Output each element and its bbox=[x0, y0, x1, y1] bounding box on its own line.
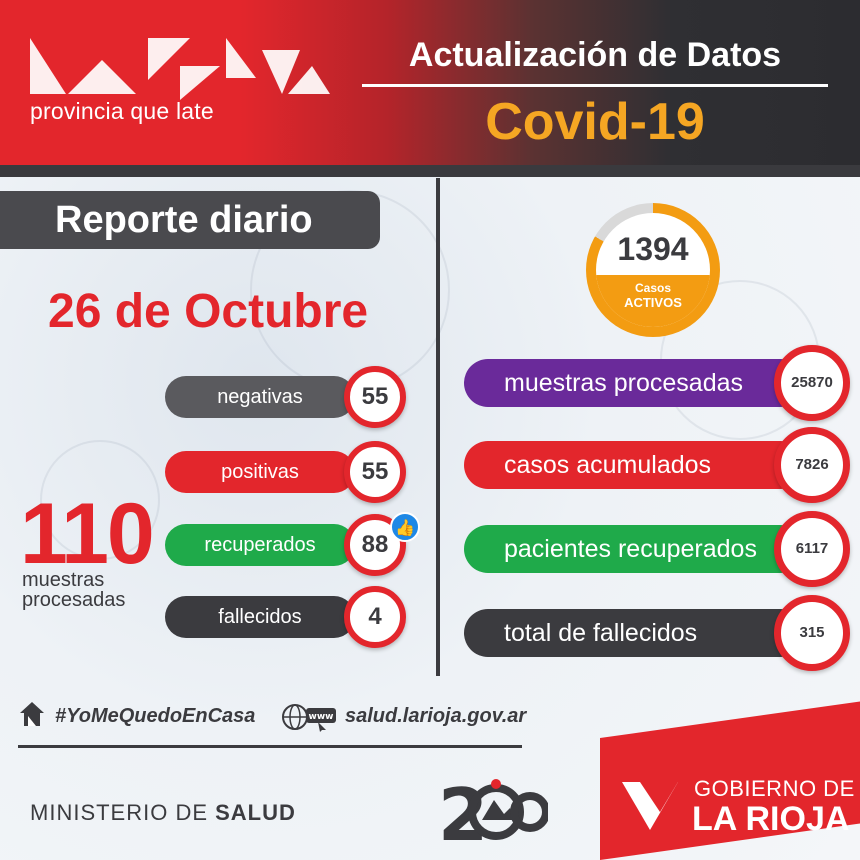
stat-value-recuperados: 88 bbox=[344, 514, 406, 576]
title-underline bbox=[362, 84, 828, 87]
total-value-fallecidos: 315 bbox=[774, 595, 850, 671]
daily-samples-label: muestras procesadas bbox=[22, 570, 125, 610]
active-cases-label-line2: ACTIVOS bbox=[624, 295, 682, 310]
www-icon-label: www bbox=[309, 712, 334, 722]
government-label-line1: GOBIERNO DE bbox=[694, 776, 855, 801]
la-rioja-logo-icon bbox=[30, 38, 330, 100]
anniversary-emblem-icon: 2 bbox=[438, 773, 548, 850]
stat-pill-fallecidos: fallecidos bbox=[165, 596, 355, 638]
home-icon bbox=[20, 702, 44, 726]
ministry-name: SALUD bbox=[215, 800, 296, 825]
globe-www-icon: www bbox=[282, 704, 336, 732]
government-label-line2: LA RIOJA bbox=[692, 800, 850, 838]
stat-pill-negativas: negativas bbox=[165, 376, 355, 418]
total-pill-casos: casos acumulados bbox=[464, 441, 804, 489]
ministry-prefix: MINISTERIO DE bbox=[30, 800, 216, 825]
hashtag-text: #YoMeQuedoEnCasa bbox=[55, 705, 256, 727]
total-value-muestras: 25870 bbox=[774, 345, 850, 421]
footer-divider bbox=[18, 745, 522, 748]
total-value-recuperados: 6117 bbox=[774, 511, 850, 587]
website-link[interactable]: salud.larioja.gov.ar bbox=[345, 705, 527, 727]
report-date: 26 de Octubre bbox=[48, 285, 369, 338]
ministry-label: MINISTERIO DE SALUD bbox=[30, 800, 296, 826]
thumbs-up-icon: 👍 bbox=[390, 512, 420, 542]
daily-samples-label-line2: procesadas bbox=[22, 589, 126, 611]
total-pill-muestras: muestras procesadas bbox=[464, 359, 804, 407]
active-cases-label-line1: Casos bbox=[634, 281, 672, 295]
stat-value-negativas: 55 bbox=[344, 366, 406, 428]
stat-value-fallecidos: 4 bbox=[344, 586, 406, 648]
total-pill-fallecidos: total de fallecidos bbox=[464, 609, 804, 657]
active-cases-badge: 1394 Casos ACTIVOS bbox=[596, 213, 710, 327]
page-subtitle: Covid-19 bbox=[485, 93, 705, 151]
virus-decoration-icon bbox=[40, 440, 160, 560]
daily-samples-label-line1: muestras bbox=[22, 569, 105, 591]
report-heading: Reporte diario bbox=[0, 191, 380, 249]
total-value-casos: 7826 bbox=[774, 427, 850, 503]
total-pill-recuperados: pacientes recuperados bbox=[464, 525, 804, 573]
column-divider bbox=[436, 178, 440, 676]
daily-samples-total: 110 bbox=[20, 486, 155, 582]
logo-tagline: provincia que late bbox=[30, 98, 214, 124]
stat-value-positivas: 55 bbox=[344, 441, 406, 503]
active-cases-value: 1394 bbox=[617, 231, 689, 267]
page-title: Actualización de Datos bbox=[408, 36, 782, 74]
emblem-digit: 2 bbox=[438, 773, 488, 850]
stat-pill-recuperados: recuperados bbox=[165, 524, 355, 566]
active-cases-band bbox=[596, 275, 710, 327]
header-divider bbox=[0, 165, 860, 177]
stat-pill-positivas: positivas bbox=[165, 451, 355, 493]
government-logo-icon bbox=[622, 782, 678, 830]
